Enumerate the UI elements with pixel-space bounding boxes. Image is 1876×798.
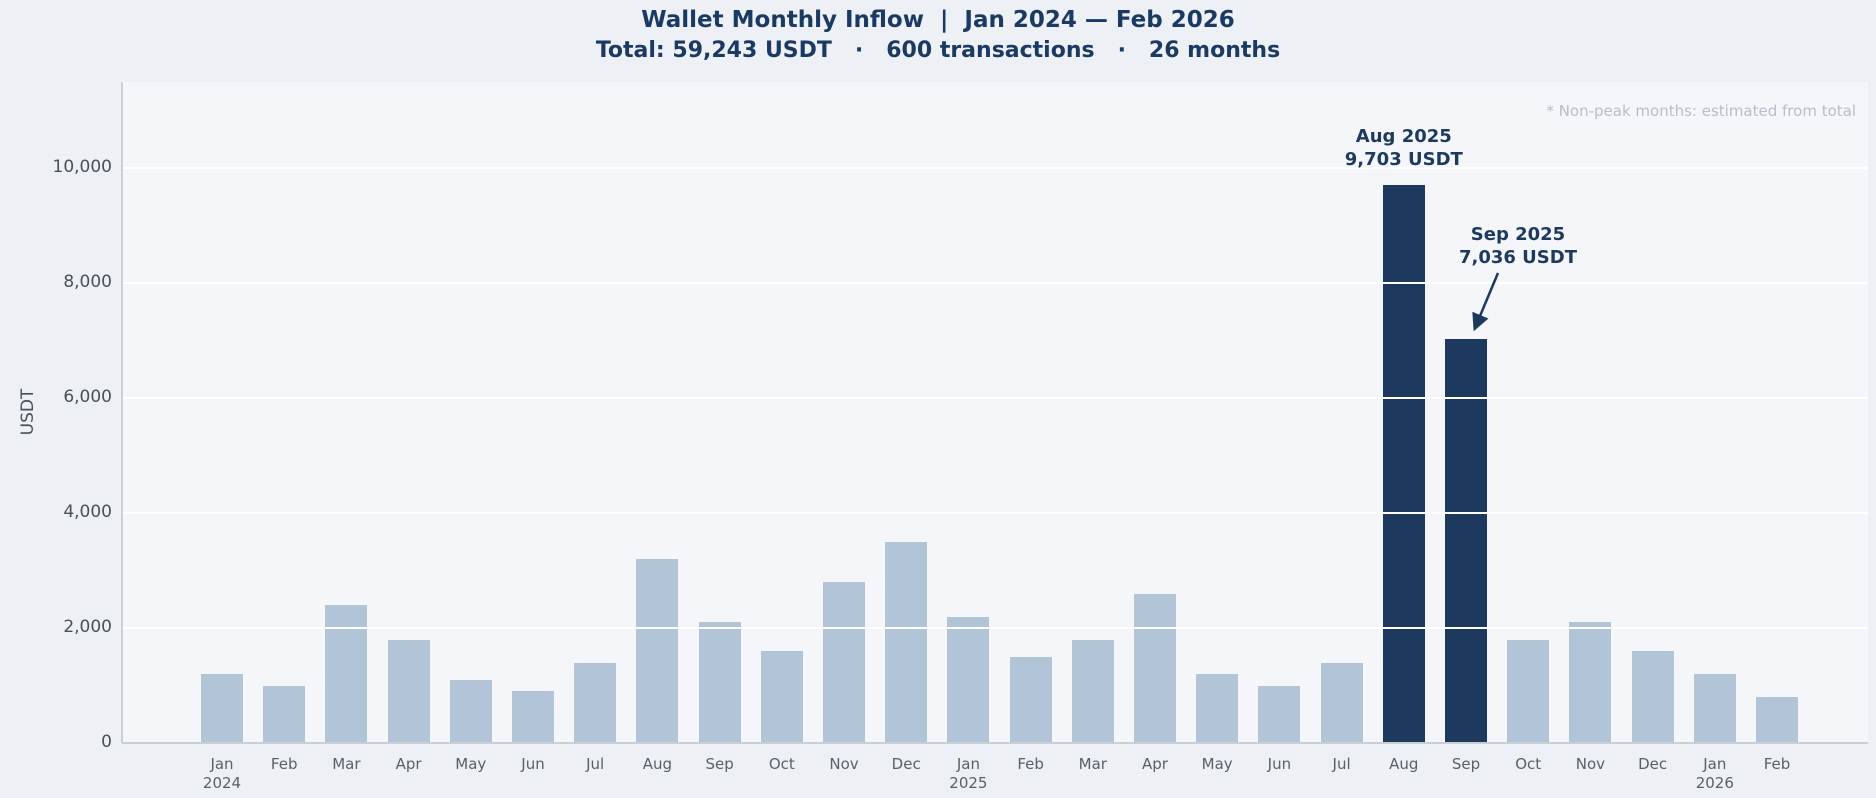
bar-may-2025 [1196, 674, 1239, 743]
x-tick-label: Jul [1332, 755, 1351, 773]
y-gridline [122, 627, 1868, 630]
x-tick-label: Aug [1389, 755, 1419, 773]
bar-aug-2024 [636, 559, 679, 743]
bar-sep-2024 [698, 622, 741, 743]
x-tick-label: May [1201, 755, 1233, 773]
y-gridline [122, 397, 1868, 400]
x-tick-label: Sep [1451, 755, 1481, 773]
x-tick-label: Jul [586, 755, 605, 773]
bar-jan-2024 [201, 674, 243, 743]
x-tick-label: Apr [1142, 755, 1168, 773]
x-tick-label: Sep [705, 755, 734, 773]
annotation-line: Sep 2025 [1470, 223, 1566, 245]
x-tick-label: Nov [829, 755, 859, 773]
x-tick-label: Jun [1267, 755, 1292, 773]
bar-jan-2026 [1693, 674, 1736, 743]
x-tick-label: Jan [1703, 755, 1727, 773]
y-tick-label: 0 [101, 732, 112, 752]
y-axis-line [121, 82, 123, 743]
peak-annotation: Aug 2025 9,703 USDT [1309, 125, 1499, 171]
bar-jan-2025 [947, 616, 990, 743]
bar-feb-2024 [263, 685, 306, 743]
peak-annotation: Sep 2025 7,036 USDT [1423, 223, 1613, 269]
bar-aug-2025 [1382, 185, 1425, 743]
chart-header: Wallet Monthly Inflow | Jan 2024 — Feb 2… [0, 7, 1876, 63]
bar-sep-2025 [1445, 338, 1487, 743]
y-tick-label: 10,000 [52, 157, 112, 178]
x-tick-label: Dec [1638, 755, 1668, 773]
annotation-line: Aug 2025 [1355, 126, 1452, 148]
y-tick-label: 8,000 [63, 272, 112, 293]
bar-nov-2025 [1569, 622, 1612, 743]
y-tick-label: 6,000 [63, 387, 112, 408]
annotation-line: 9,703 USDT [1344, 149, 1463, 171]
x-tick-label: Apr [395, 755, 422, 773]
bar-apr-2024 [387, 639, 430, 743]
x-tick-label: Nov [1575, 755, 1606, 773]
bar-jul-2025 [1320, 662, 1363, 743]
x-tick-year: 2025 [949, 774, 988, 792]
x-axis-line [122, 742, 1868, 744]
y-tick-label: 2,000 [63, 617, 112, 638]
bar-may-2024 [449, 679, 492, 743]
bar-dec-2024 [885, 541, 928, 743]
bar-oct-2024 [760, 651, 803, 743]
bar-jun-2025 [1258, 685, 1301, 743]
bar-mar-2025 [1071, 639, 1114, 743]
chart-subtitle: Total: 59,243 USDT · 600 transactions · … [595, 38, 1281, 63]
bar-nov-2024 [823, 582, 865, 743]
x-tick-year: 2024 [202, 774, 242, 792]
y-tick-label: 4,000 [63, 502, 112, 523]
chart-title: Wallet Monthly Inflow | Jan 2024 — Feb 2… [641, 7, 1235, 33]
bar-jun-2024 [512, 691, 554, 743]
y-gridline [122, 512, 1868, 515]
bar-apr-2025 [1134, 593, 1176, 743]
x-tick-label: Dec [891, 755, 921, 773]
x-tick-label: Feb [1763, 755, 1791, 773]
bar-dec-2025 [1631, 651, 1674, 743]
x-tick-label: Feb [270, 755, 298, 773]
x-tick-label: Jan [210, 755, 234, 773]
annotation-arrow-icon [1472, 272, 1500, 331]
y-gridline [122, 167, 1868, 170]
x-tick-label: Jun [521, 755, 545, 773]
x-tick-label: May [455, 755, 487, 773]
annotation-line: 7,036 USDT [1458, 246, 1577, 268]
bar-oct-2025 [1507, 639, 1550, 743]
bar-jul-2024 [574, 662, 617, 743]
x-tick-label: Oct [768, 755, 795, 773]
x-tick-year: 2026 [1695, 774, 1734, 792]
footnote: * Non-peak months: estimated from total [1546, 102, 1856, 120]
bar-feb-2025 [1009, 656, 1052, 743]
bar-mar-2024 [325, 605, 368, 743]
x-tick-label: Mar [332, 755, 361, 773]
y-gridline [122, 282, 1868, 285]
x-tick-label: Jan [956, 755, 980, 773]
x-tick-label: Feb [1017, 755, 1044, 773]
x-tick-label: Mar [1078, 755, 1107, 773]
bar-feb-2026 [1756, 697, 1798, 743]
x-tick-label: Aug [642, 755, 673, 773]
x-tick-label: Oct [1515, 755, 1542, 773]
